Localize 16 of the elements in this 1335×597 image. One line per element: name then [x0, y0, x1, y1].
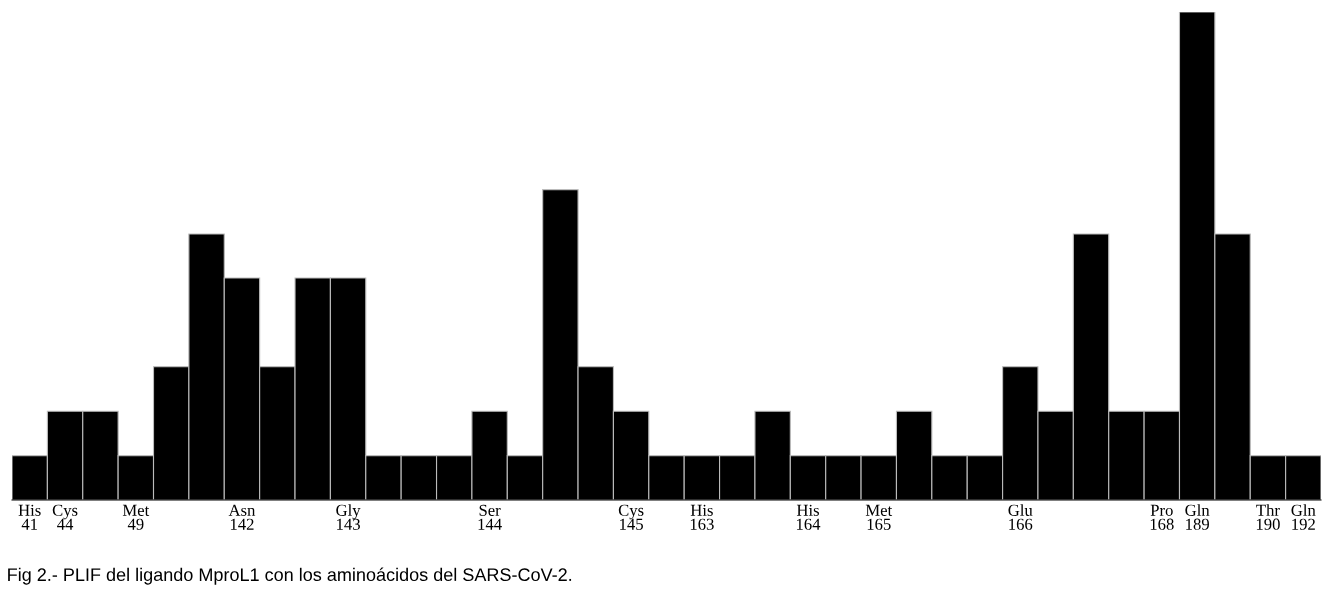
caption: Fig 2.- PLIF del ligando MproL1 con los aminoácidos del SARS-CoV-2. — [8, 567, 572, 585]
x-tick-label: His 41 — [18, 504, 41, 530]
x-tick-label: Gln 192 — [1291, 504, 1316, 530]
x-tick-label: Met 165 — [865, 504, 893, 530]
x-tick-label: His 164 — [796, 504, 821, 530]
x-tick-label: Gly 143 — [336, 504, 361, 530]
x-tick-label: Ser 144 — [478, 504, 502, 530]
x-tick-label: Glu 166 — [1008, 504, 1033, 530]
x-tick-label: Cys 145 — [618, 504, 644, 530]
x-tick-label: Thr 190 — [1256, 504, 1280, 530]
x-tick-label: Cys 44 — [52, 504, 78, 530]
x-tick-label: Gln 189 — [1185, 504, 1210, 530]
x-tick-label: Asn 142 — [228, 504, 256, 530]
x-tick-label: His 163 — [690, 504, 714, 530]
x-tick-label: Met 49 — [122, 504, 150, 530]
x-tick-label: Pro 168 — [1150, 504, 1174, 530]
